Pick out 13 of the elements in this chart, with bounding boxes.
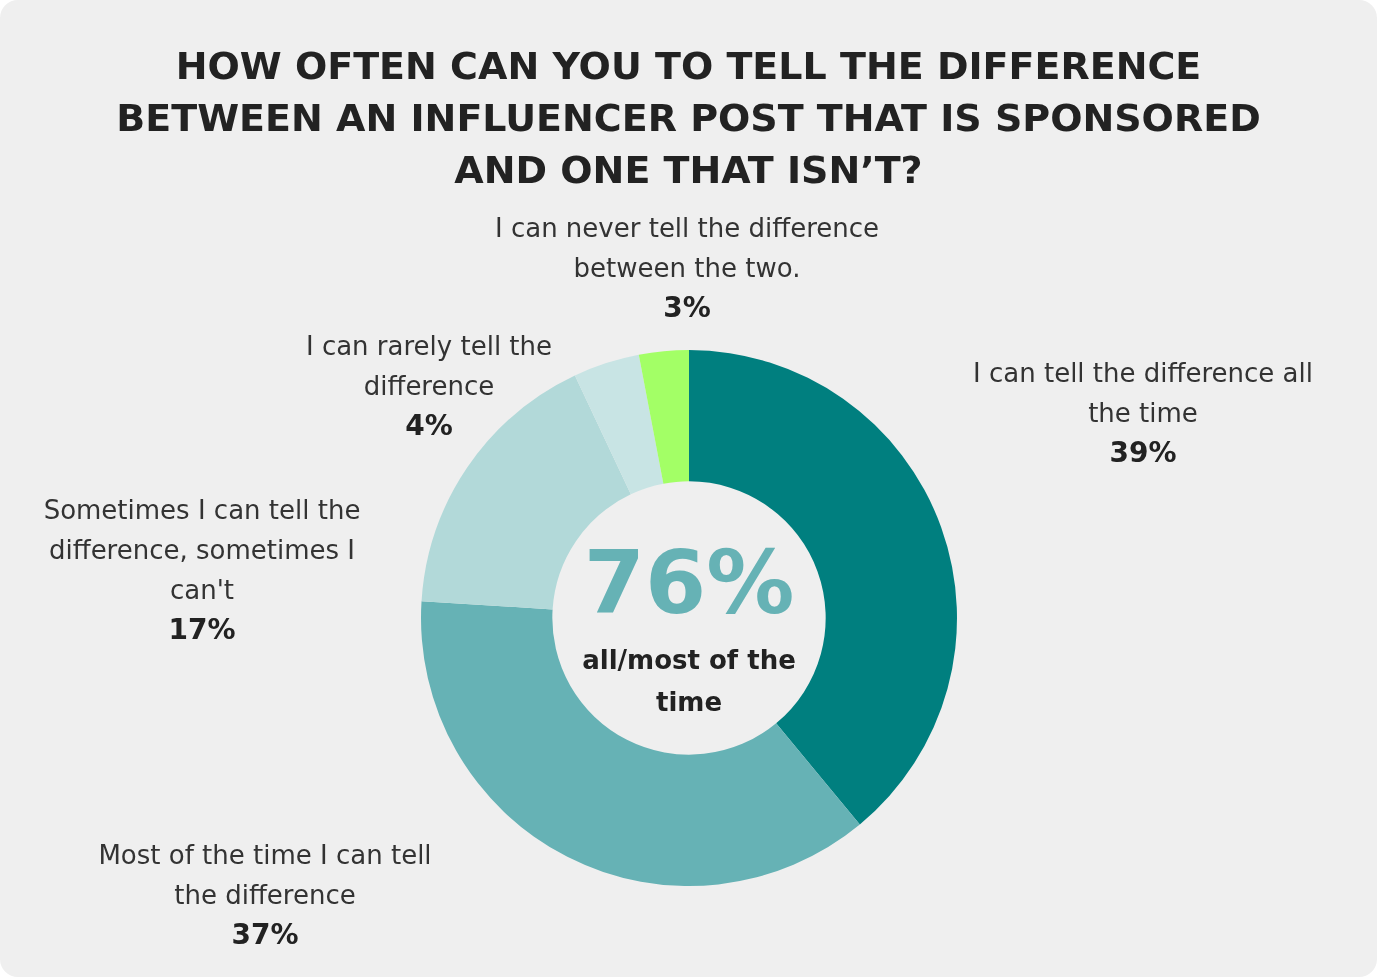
data-label: 4%	[405, 409, 453, 443]
slice-label: I can tell the difference all the time	[973, 357, 1313, 428]
data-label: 39%	[1109, 436, 1177, 470]
data-label: 3%	[663, 291, 711, 325]
slice-label: Most of the time I can tell the difference	[98, 839, 432, 910]
slice-label: Sometimes I can tell the difference, sometimes I can't	[43, 494, 361, 605]
slice-label: I can rarely tell the difference	[305, 330, 553, 401]
text: all/most of the time	[582, 644, 796, 717]
text: 76%	[583, 530, 795, 634]
data-label: 37%	[231, 918, 299, 952]
chart-title: HOW OFTEN CAN YOU TO TELL THE DIFFERENCE BETWEEN AN INFLUENCER POST THAT IS SPONSORED AND ONE THAT ISN’T?	[115, 43, 1262, 194]
data-label: 17%	[168, 613, 236, 647]
slice-label: I can never tell the difference between the two.	[494, 212, 880, 283]
